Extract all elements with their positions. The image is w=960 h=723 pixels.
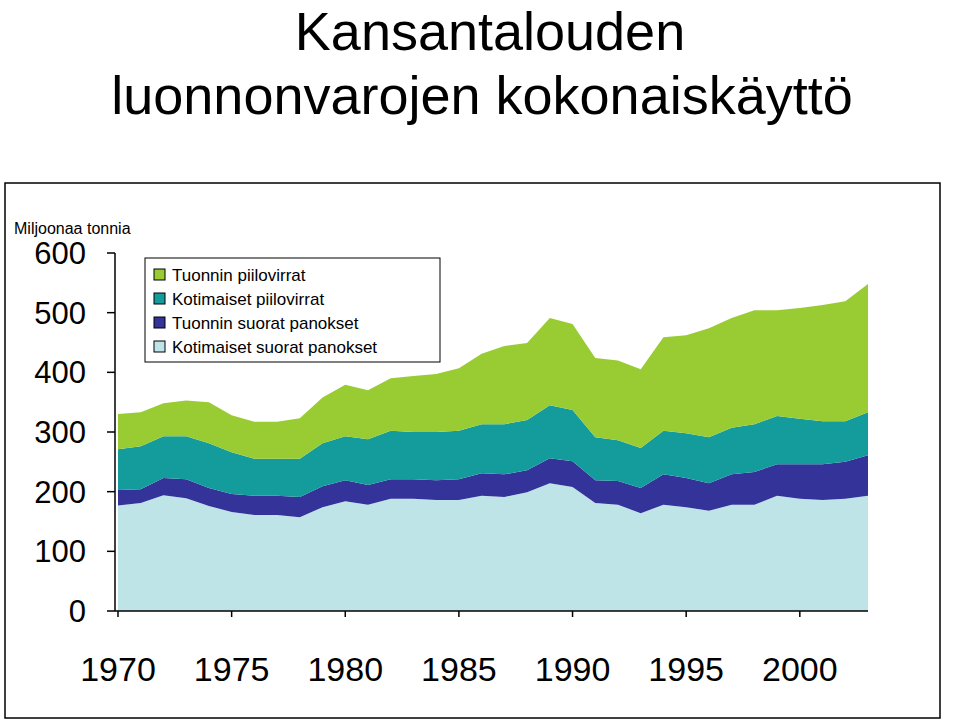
legend-label: Kotimaiset piilovirrat — [172, 290, 324, 309]
y-tick — [107, 610, 115, 612]
y-tick — [107, 312, 115, 314]
x-tick — [458, 611, 460, 617]
y-tick — [107, 252, 115, 254]
x-tick-label: 2000 — [762, 650, 838, 688]
y-tick-label: 0 — [69, 594, 86, 629]
legend-label: Tuonnin piilovirrat — [172, 266, 306, 285]
legend-swatch — [154, 293, 165, 304]
y-tick — [107, 491, 115, 493]
chart: Kansantaloudenluonnonvarojen kokonaiskäy… — [0, 0, 960, 723]
legend-swatch — [154, 269, 165, 280]
legend-label: Tuonnin suorat panokset — [172, 314, 359, 333]
x-tick — [231, 611, 233, 617]
x-tick — [799, 611, 801, 617]
y-tick-label: 300 — [34, 415, 86, 450]
x-tick — [685, 611, 687, 617]
y-tick-label: 100 — [34, 534, 86, 569]
x-tick-label: 1980 — [307, 650, 383, 688]
y-tick — [107, 372, 115, 374]
y-tick-label: 400 — [34, 355, 86, 390]
x-tick-label: 1970 — [80, 650, 156, 688]
title: Kansantaloudenluonnonvarojen kokonaiskäy… — [111, 1, 853, 125]
legend-swatch — [154, 317, 165, 328]
x-tick-label: 1990 — [535, 650, 611, 688]
x-tick — [572, 611, 574, 617]
legend-box — [145, 258, 440, 362]
x-tick-label: 1985 — [421, 650, 497, 688]
title-line: Kansantalouden — [295, 1, 685, 61]
y-tick-label: 200 — [34, 475, 86, 510]
legend-swatch — [154, 341, 165, 352]
y-tick — [107, 551, 115, 553]
title-line: luonnonvarojen kokonaiskäyttö — [111, 65, 853, 125]
x-tick — [117, 611, 119, 617]
y-axis-label: Miljoonaa tonnia — [14, 220, 131, 237]
legend-label: Kotimaiset suorat panokset — [172, 338, 377, 357]
x-tick-label: 1975 — [194, 650, 270, 688]
y-tick — [107, 431, 115, 433]
x-tick — [345, 611, 347, 617]
x-axis-line — [115, 610, 868, 612]
chart-frame — [5, 183, 940, 718]
y-tick-label: 500 — [34, 296, 86, 331]
x-tick-label: 1995 — [648, 650, 724, 688]
y-tick-label: 600 — [34, 236, 86, 271]
